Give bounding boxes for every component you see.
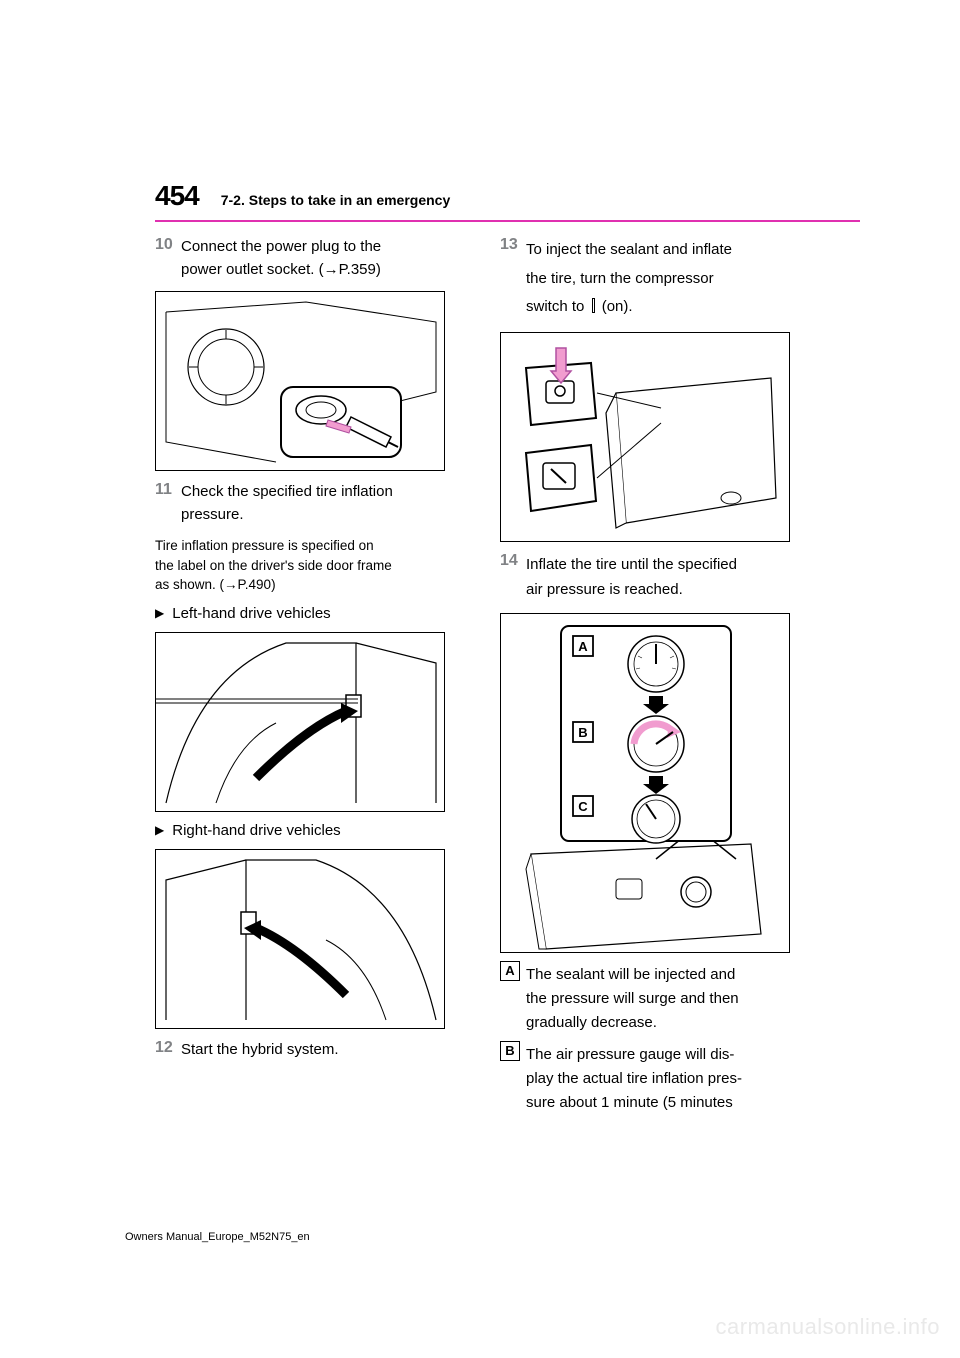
text: the pressure will surge and then [526, 990, 739, 1007]
text: P.490) [238, 577, 276, 592]
text: power outlet socket. ( [181, 261, 324, 278]
text: pressure. [181, 506, 244, 523]
item-A: A The sealant will be injected and the p… [500, 963, 815, 1035]
on-symbol-icon [592, 298, 595, 313]
text: play the actual tire inflation pres- [526, 1070, 742, 1087]
step-number: 11 [155, 481, 181, 526]
svg-text:B: B [578, 725, 587, 740]
figure-pressure-gauges: A B C [500, 613, 790, 953]
text: sure about 1 minute (5 minutes [526, 1094, 733, 1111]
page-content: 454 7-2. Steps to take in an emergency 1… [0, 0, 960, 1115]
bullet-text: Left-hand drive vehicles [172, 605, 330, 622]
step-number: 13 [500, 236, 526, 322]
step-number: 14 [500, 552, 526, 603]
text: as shown. ( [155, 577, 224, 592]
text: P.359) [339, 261, 381, 278]
svg-text:C: C [578, 799, 588, 814]
page-number: 454 [155, 180, 199, 212]
arrow-icon: → [324, 261, 339, 278]
text: Tire inflation pressure is specified on [155, 538, 374, 553]
step-number: 10 [155, 236, 181, 281]
text: The air pressure gauge will dis- [526, 1046, 734, 1063]
step-text: To inject the sealant and inflate the ti… [526, 236, 732, 322]
item-text: The air pressure gauge will dis- play th… [526, 1043, 742, 1115]
figure-compressor-switch [500, 332, 790, 542]
step-text: Start the hybrid system. [181, 1039, 339, 1062]
right-column: 13 To inject the sealant and inflate the… [500, 236, 815, 1115]
step-text: Check the specified tire inflation press… [181, 481, 393, 526]
arrow-icon: → [224, 577, 238, 592]
step-11: 11 Check the specified tire inflation pr… [155, 481, 470, 526]
section-title: 7-2. Steps to take in an emergency [221, 192, 451, 208]
step-text: Inflate the tire until the specified air… [526, 552, 737, 603]
divider-line [155, 220, 860, 222]
text: To inject the sealant and inflate [526, 241, 732, 258]
text: the tire, turn the compressor [526, 270, 714, 287]
text: Connect the power plug to the [181, 238, 381, 255]
text: switch to [526, 298, 589, 315]
label-A: A [500, 961, 520, 981]
triangle-icon: ▶ [155, 606, 164, 620]
text: air pressure is reached. [526, 581, 683, 598]
svg-text:A: A [578, 639, 588, 654]
footer-text: Owners Manual_Europe_M52N75_en [125, 1231, 310, 1243]
watermark: carmanualsonline.info [715, 1314, 940, 1340]
step-10: 10 Connect the power plug to the power o… [155, 236, 470, 281]
figure-power-outlet [155, 291, 445, 471]
text: Check the specified tire inflation [181, 483, 393, 500]
text: gradually decrease. [526, 1014, 657, 1031]
text: the label on the driver's side door fram… [155, 558, 392, 573]
step-number: 12 [155, 1039, 181, 1062]
figure-rhd-door [155, 849, 445, 1029]
text: (on). [598, 298, 633, 315]
page-header: 454 7-2. Steps to take in an emergency [155, 180, 860, 212]
note-text: Tire inflation pressure is specified on … [155, 536, 470, 595]
step-14: 14 Inflate the tire until the specified … [500, 552, 815, 603]
item-text: The sealant will be injected and the pre… [526, 963, 739, 1035]
text: The sealant will be injected and [526, 966, 735, 983]
figure-lhd-door [155, 632, 445, 812]
left-column: 10 Connect the power plug to the power o… [155, 236, 470, 1115]
item-B: B The air pressure gauge will dis- play … [500, 1043, 815, 1115]
two-column-layout: 10 Connect the power plug to the power o… [155, 236, 860, 1115]
step-12: 12 Start the hybrid system. [155, 1039, 470, 1062]
text: Start the hybrid system. [181, 1041, 339, 1058]
triangle-icon: ▶ [155, 823, 164, 837]
text: Inflate the tire until the specified [526, 556, 737, 573]
label-B: B [500, 1041, 520, 1061]
step-text: Connect the power plug to the power outl… [181, 236, 381, 281]
bullet-text: Right-hand drive vehicles [172, 822, 340, 839]
step-13: 13 To inject the sealant and inflate the… [500, 236, 815, 322]
bullet-rhd: ▶ Right-hand drive vehicles [155, 822, 470, 839]
bullet-lhd: ▶ Left-hand drive vehicles [155, 605, 470, 622]
